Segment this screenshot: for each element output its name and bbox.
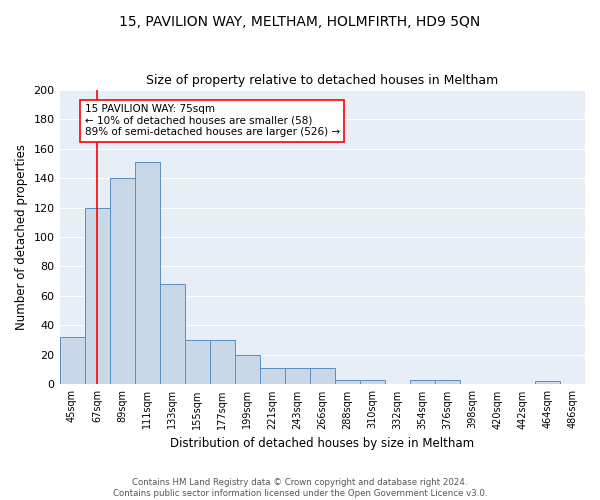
Bar	[360, 380, 385, 384]
Bar	[134, 162, 160, 384]
Bar	[285, 368, 310, 384]
Bar	[410, 380, 435, 384]
Bar	[335, 380, 360, 384]
Bar	[435, 380, 460, 384]
Bar	[185, 340, 209, 384]
Text: 15 PAVILION WAY: 75sqm
← 10% of detached houses are smaller (58)
89% of semi-det: 15 PAVILION WAY: 75sqm ← 10% of detached…	[85, 104, 340, 138]
X-axis label: Distribution of detached houses by size in Meltham: Distribution of detached houses by size …	[170, 437, 475, 450]
Bar	[160, 284, 185, 384]
Bar	[85, 208, 110, 384]
Text: Contains HM Land Registry data © Crown copyright and database right 2024.
Contai: Contains HM Land Registry data © Crown c…	[113, 478, 487, 498]
Bar	[110, 178, 134, 384]
Bar	[310, 368, 335, 384]
Bar	[235, 355, 260, 384]
Text: 15, PAVILION WAY, MELTHAM, HOLMFIRTH, HD9 5QN: 15, PAVILION WAY, MELTHAM, HOLMFIRTH, HD…	[119, 15, 481, 29]
Y-axis label: Number of detached properties: Number of detached properties	[15, 144, 28, 330]
Bar	[209, 340, 235, 384]
Title: Size of property relative to detached houses in Meltham: Size of property relative to detached ho…	[146, 74, 499, 87]
Bar	[59, 338, 85, 384]
Bar	[535, 382, 560, 384]
Bar	[260, 368, 285, 384]
